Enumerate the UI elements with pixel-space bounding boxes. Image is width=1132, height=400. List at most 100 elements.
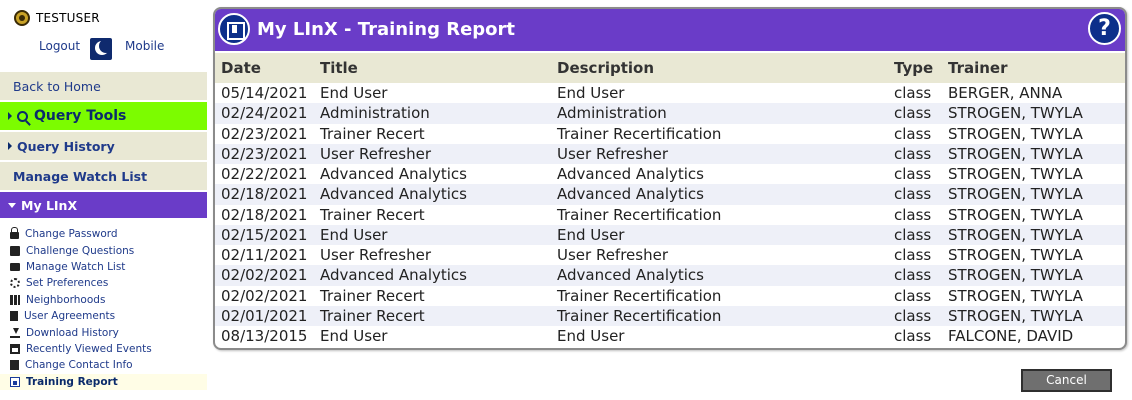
- cell-description: Advanced Analytics: [557, 165, 704, 184]
- my-linx-submenu: Change Password Challenge Questions Mana…: [0, 220, 207, 390]
- table-row: 02/02/2021 Advanced Analytics Advanced Ana…: [215, 265, 1125, 286]
- cell-title: User Refresher: [320, 144, 431, 163]
- cell-description: End User: [557, 327, 625, 346]
- mobile-link[interactable]: Mobile: [125, 39, 165, 53]
- cell-trainer: STROGEN, TWYLA: [948, 286, 1083, 305]
- submenu-label: Set Preferences: [26, 277, 109, 290]
- query-tools-link[interactable]: Query Tools: [0, 102, 207, 132]
- cell-title: Trainer Recert: [320, 306, 425, 325]
- cell-date: 02/02/2021: [221, 286, 308, 305]
- column-header-description: Description: [557, 59, 655, 77]
- cell-type: class: [894, 225, 932, 244]
- back-to-home-link[interactable]: Back to Home: [0, 72, 207, 102]
- training-report-panel: My LInX - Training Report ? Date Title D…: [213, 7, 1127, 350]
- user-name-row: TESTUSER: [14, 10, 100, 26]
- cell-type: class: [894, 104, 932, 123]
- cell-type: class: [894, 306, 932, 325]
- question-lock-icon: [10, 245, 20, 256]
- column-header-date: Date: [221, 59, 261, 77]
- logout-link[interactable]: Logout: [39, 39, 81, 53]
- submenu-change-contact-info[interactable]: Change Contact Info: [0, 357, 207, 373]
- cell-description: Trainer Recertification: [557, 286, 722, 305]
- cancel-button[interactable]: Cancel: [1021, 369, 1112, 392]
- submenu-label: Change Password: [25, 228, 118, 241]
- panel-header: My LInX - Training Report ?: [215, 9, 1125, 51]
- id-card-icon: [10, 360, 19, 371]
- cell-type: class: [894, 266, 932, 285]
- submenu-recently-viewed-events[interactable]: Recently Viewed Events: [0, 341, 207, 357]
- cell-date: 05/14/2021: [221, 84, 308, 103]
- manage-watch-list-link[interactable]: Manage Watch List: [0, 162, 207, 192]
- cell-type: class: [894, 246, 932, 265]
- training-report-table: Date Title Description Type Trainer 05/1…: [215, 53, 1125, 346]
- download-icon: [10, 327, 20, 338]
- column-header-title: Title: [320, 59, 358, 77]
- cell-date: 02/11/2021: [221, 246, 308, 265]
- cell-title: User Refresher: [320, 246, 431, 265]
- submenu-label: Change Contact Info: [25, 359, 133, 372]
- moon-icon[interactable]: [90, 38, 112, 60]
- document-icon: [10, 311, 18, 322]
- cell-date: 02/18/2021: [221, 205, 308, 224]
- cell-description: Advanced Analytics: [557, 185, 704, 204]
- cell-title: End User: [320, 225, 388, 244]
- table-row: 02/02/2021 Trainer Recert Trainer Recertif…: [215, 286, 1125, 306]
- submenu-set-preferences[interactable]: Set Preferences: [0, 275, 207, 291]
- sidebar: TESTUSER Logout Mobile Back to Home Quer…: [0, 0, 207, 400]
- submenu-label: Manage Watch List: [26, 260, 126, 273]
- submenu-label: Download History: [26, 326, 119, 339]
- report-icon: [10, 376, 20, 387]
- cell-date: 02/23/2021: [221, 124, 308, 143]
- cell-title: Administration: [320, 104, 430, 123]
- cell-description: Trainer Recertification: [557, 306, 722, 325]
- user-name: TESTUSER: [36, 11, 100, 25]
- help-icon[interactable]: ?: [1088, 12, 1121, 45]
- my-linx-label: My LInX: [21, 197, 78, 213]
- submenu-challenge-questions[interactable]: Challenge Questions: [0, 242, 207, 258]
- submenu-download-history[interactable]: Download History: [0, 324, 207, 340]
- submenu-label: Neighborhoods: [26, 293, 106, 306]
- cell-trainer: STROGEN, TWYLA: [948, 306, 1083, 325]
- query-history-link[interactable]: Query History: [0, 132, 207, 162]
- cell-date: 02/15/2021: [221, 225, 308, 244]
- lock-icon: [10, 227, 19, 240]
- cell-trainer: STROGEN, TWYLA: [948, 165, 1083, 184]
- cell-title: Advanced Analytics: [320, 266, 467, 285]
- folder-open-icon: [10, 262, 20, 271]
- cell-date: 02/02/2021: [221, 266, 308, 285]
- cell-type: class: [894, 165, 932, 184]
- submenu-user-agreements[interactable]: User Agreements: [0, 308, 207, 324]
- table-row: 02/11/2021 User Refresher User Refresher cl…: [215, 245, 1125, 265]
- submenu-change-password[interactable]: Change Password: [0, 226, 207, 242]
- submenu-label: Challenge Questions: [26, 244, 135, 257]
- table-header-row: Date Title Description Type Trainer: [215, 53, 1125, 83]
- cell-trainer: STROGEN, TWYLA: [948, 124, 1083, 143]
- table-row: 02/18/2021 Advanced Analytics Advanced Ana…: [215, 184, 1125, 205]
- back-to-home-label: Back to Home: [13, 78, 101, 94]
- submenu-label: Recently Viewed Events: [26, 342, 152, 355]
- chevron-right-icon: [8, 142, 12, 150]
- cell-date: 02/24/2021: [221, 104, 308, 123]
- submenu-neighborhoods[interactable]: Neighborhoods: [0, 292, 207, 308]
- page-title: My LInX - Training Report: [257, 19, 516, 40]
- table-row: 05/14/2021 End User End User class BERGER, A…: [215, 83, 1125, 103]
- submenu-manage-watch-list[interactable]: Manage Watch List: [0, 259, 207, 275]
- search-icon: [17, 110, 28, 122]
- cell-type: class: [894, 144, 932, 163]
- cell-trainer: STROGEN, TWYLA: [948, 185, 1083, 204]
- cell-title: Advanced Analytics: [320, 165, 467, 184]
- linx-app-icon: [218, 13, 250, 45]
- my-linx-section[interactable]: My LInX: [0, 192, 207, 220]
- table-row: 02/18/2021 Trainer Recert Trainer Recertif…: [215, 205, 1125, 225]
- cell-date: 02/23/2021: [221, 144, 308, 163]
- cell-trainer: FALCONE, DAVID: [948, 327, 1074, 346]
- submenu-training-report[interactable]: Training Report: [0, 373, 207, 390]
- chevron-right-icon: [8, 112, 12, 120]
- cell-type: class: [894, 286, 932, 305]
- table-row: 08/13/2015 End User End User class FALCONE, …: [215, 326, 1125, 346]
- submenu-label: Training Report: [26, 375, 118, 388]
- calendar-icon: [10, 343, 20, 354]
- chevron-down-icon: [8, 202, 16, 208]
- cell-description: User Refresher: [557, 246, 668, 265]
- cell-trainer: STROGEN, TWYLA: [948, 205, 1083, 224]
